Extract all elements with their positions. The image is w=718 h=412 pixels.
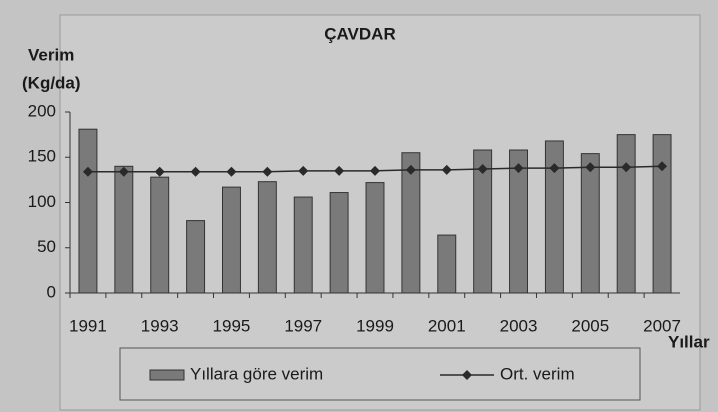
- bar: [509, 149, 529, 294]
- marker: [262, 166, 273, 177]
- marker: [477, 164, 488, 175]
- marker: [621, 162, 632, 173]
- legend-marker: [462, 370, 472, 380]
- x-tick-label: 2003: [500, 316, 538, 335]
- bar: [616, 134, 636, 294]
- bar: [293, 196, 313, 294]
- marker: [513, 163, 524, 174]
- bar: [257, 181, 277, 294]
- bar: [580, 153, 600, 294]
- bar: [329, 192, 349, 294]
- legend-label: Ort. verim: [500, 364, 575, 383]
- legend-swatch: [149, 369, 185, 381]
- marker: [154, 166, 165, 177]
- x-tick-label: 1997: [284, 316, 322, 335]
- x-tick-label: 2005: [571, 316, 609, 335]
- x-tick-label: 1991: [69, 316, 107, 335]
- y-tick-label: 100: [28, 192, 56, 211]
- marker: [370, 165, 380, 176]
- marker: [549, 163, 560, 174]
- marker: [190, 166, 201, 177]
- x-tick-label: 1993: [141, 316, 179, 335]
- marker: [118, 166, 129, 177]
- marker: [657, 161, 668, 172]
- bar: [78, 128, 98, 294]
- marker: [334, 165, 345, 176]
- x-axis-label: Yıllar: [668, 332, 710, 351]
- x-tick-label: 2001: [428, 316, 466, 335]
- legend-label: Yıllara göre verim: [190, 364, 323, 383]
- y-tick-label: 0: [47, 282, 56, 301]
- y-tick-label: 150: [28, 147, 56, 166]
- bar: [222, 186, 241, 294]
- bar: [401, 152, 421, 294]
- bar: [150, 176, 170, 294]
- y-axis-label: Verim: [28, 45, 74, 64]
- y-tick-label: 200: [28, 101, 56, 120]
- bar: [473, 149, 493, 294]
- bar: [186, 220, 206, 294]
- chart-title: ÇAVDAR: [324, 24, 395, 43]
- marker: [226, 166, 237, 177]
- bar: [114, 165, 134, 294]
- x-tick-label: 2007: [643, 316, 681, 335]
- marker: [405, 164, 416, 175]
- bar: [652, 134, 672, 294]
- marker: [585, 162, 596, 173]
- marker: [441, 164, 452, 175]
- x-tick-label: 1995: [213, 316, 251, 335]
- legend-box: [119, 347, 641, 401]
- bar: [544, 140, 564, 294]
- marker: [82, 166, 93, 177]
- bar: [437, 234, 457, 294]
- marker: [298, 165, 309, 176]
- y-tick-label: 50: [37, 237, 56, 256]
- x-tick-label: 1999: [356, 316, 394, 335]
- bar: [365, 182, 385, 294]
- y-axis-label: (Kg/da): [22, 73, 81, 92]
